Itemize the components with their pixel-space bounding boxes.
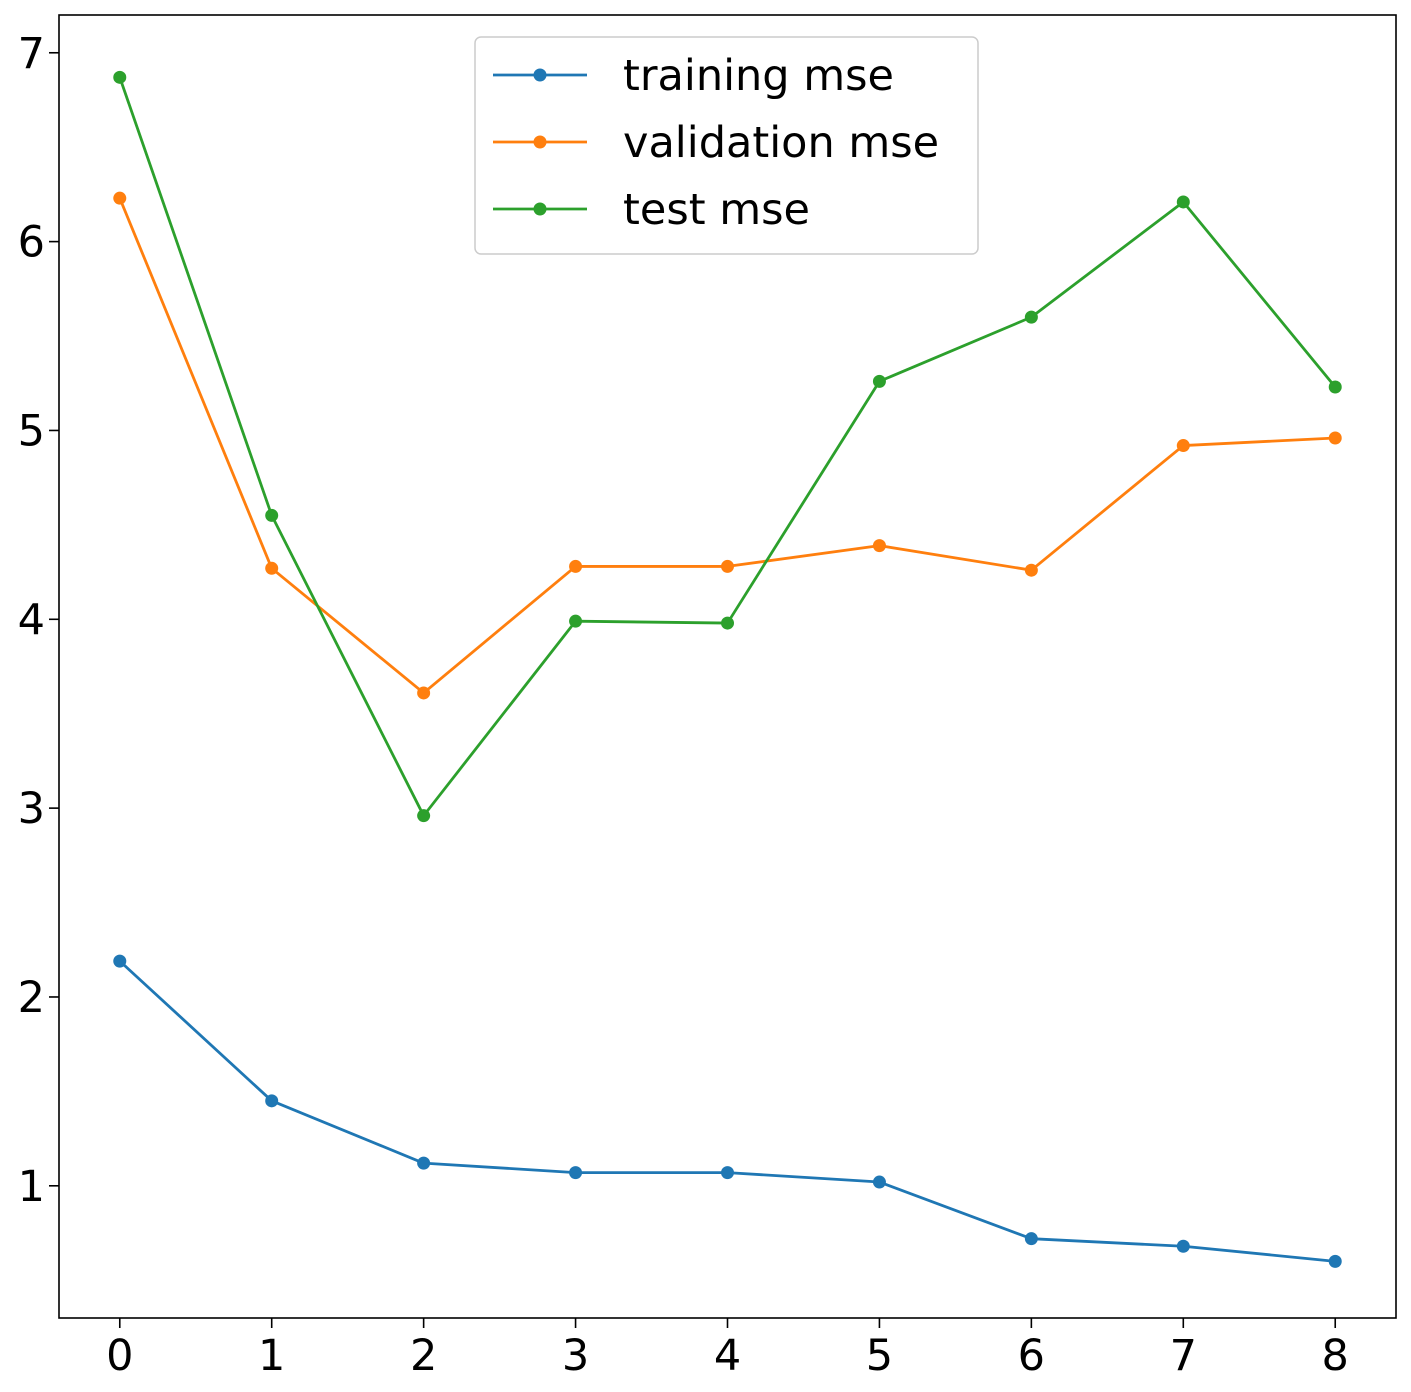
data-point-test-mse <box>417 809 431 823</box>
x-axis: 0 1 2 3 4 5 6 7 8 <box>106 1318 1349 1381</box>
legend: training mse validation mse test mse <box>474 36 979 255</box>
legend-item-training-mse: training mse <box>493 51 894 101</box>
data-point-validation-mse <box>417 686 431 700</box>
legend-marker <box>533 68 547 82</box>
data-point-validation-mse <box>1328 431 1342 445</box>
data-point-test-mse <box>872 374 886 388</box>
data-point-test-mse <box>113 70 127 84</box>
y-tick-label: 2 <box>18 973 45 1023</box>
series-test-mse <box>113 70 1342 823</box>
legend-label: validation mse <box>623 118 939 168</box>
data-point-test-mse <box>1328 380 1342 394</box>
data-point-training-mse <box>872 1175 886 1189</box>
x-tick-label: 8 <box>1322 1331 1349 1381</box>
legend-item-validation-mse: validation mse <box>493 118 939 168</box>
data-point-test-mse <box>721 616 734 630</box>
data-point-test-mse <box>1176 195 1190 209</box>
data-point-training-mse <box>1024 1232 1038 1246</box>
x-tick-label: 2 <box>410 1331 437 1381</box>
data-point-training-mse <box>265 1094 279 1108</box>
data-point-training-mse <box>721 1166 734 1180</box>
data-point-validation-mse <box>721 559 734 573</box>
data-point-training-mse <box>113 954 127 968</box>
y-axis: 1 2 3 4 5 6 7 <box>18 29 59 1212</box>
legend-marker <box>533 202 547 216</box>
data-point-validation-mse <box>265 561 279 575</box>
data-point-validation-mse <box>1024 563 1038 577</box>
y-tick-label: 1 <box>18 1162 45 1212</box>
data-point-validation-mse <box>113 191 127 205</box>
legend-label: test mse <box>623 185 810 235</box>
data-point-validation-mse <box>569 559 583 573</box>
legend-box <box>474 36 979 255</box>
data-point-training-mse <box>417 1156 431 1170</box>
series-layer <box>113 70 1342 1268</box>
data-point-test-mse <box>1024 310 1038 324</box>
data-point-test-mse <box>569 614 583 628</box>
y-tick-label: 3 <box>18 784 45 834</box>
data-point-training-mse <box>569 1166 583 1180</box>
x-tick-label: 1 <box>258 1331 285 1381</box>
legend-marker <box>533 135 547 149</box>
x-tick-label: 5 <box>866 1331 893 1381</box>
x-tick-label: 4 <box>714 1331 741 1381</box>
series-training-mse <box>113 954 1342 1268</box>
x-tick-label: 3 <box>562 1331 589 1381</box>
series-validation-mse <box>113 191 1342 700</box>
data-point-validation-mse <box>872 539 886 553</box>
data-point-validation-mse <box>1176 439 1190 453</box>
legend-item-test-mse: test mse <box>493 185 810 235</box>
x-tick-label: 6 <box>1018 1331 1045 1381</box>
data-point-test-mse <box>265 508 279 522</box>
x-tick-label: 7 <box>1170 1331 1197 1381</box>
y-tick-label: 6 <box>18 218 45 268</box>
y-tick-label: 7 <box>18 29 45 79</box>
y-tick-label: 4 <box>18 595 45 645</box>
legend-label: training mse <box>623 51 894 101</box>
data-point-training-mse <box>1176 1239 1190 1253</box>
data-point-training-mse <box>1328 1254 1342 1268</box>
x-tick-label: 0 <box>106 1331 133 1381</box>
y-tick-label: 5 <box>18 406 45 456</box>
